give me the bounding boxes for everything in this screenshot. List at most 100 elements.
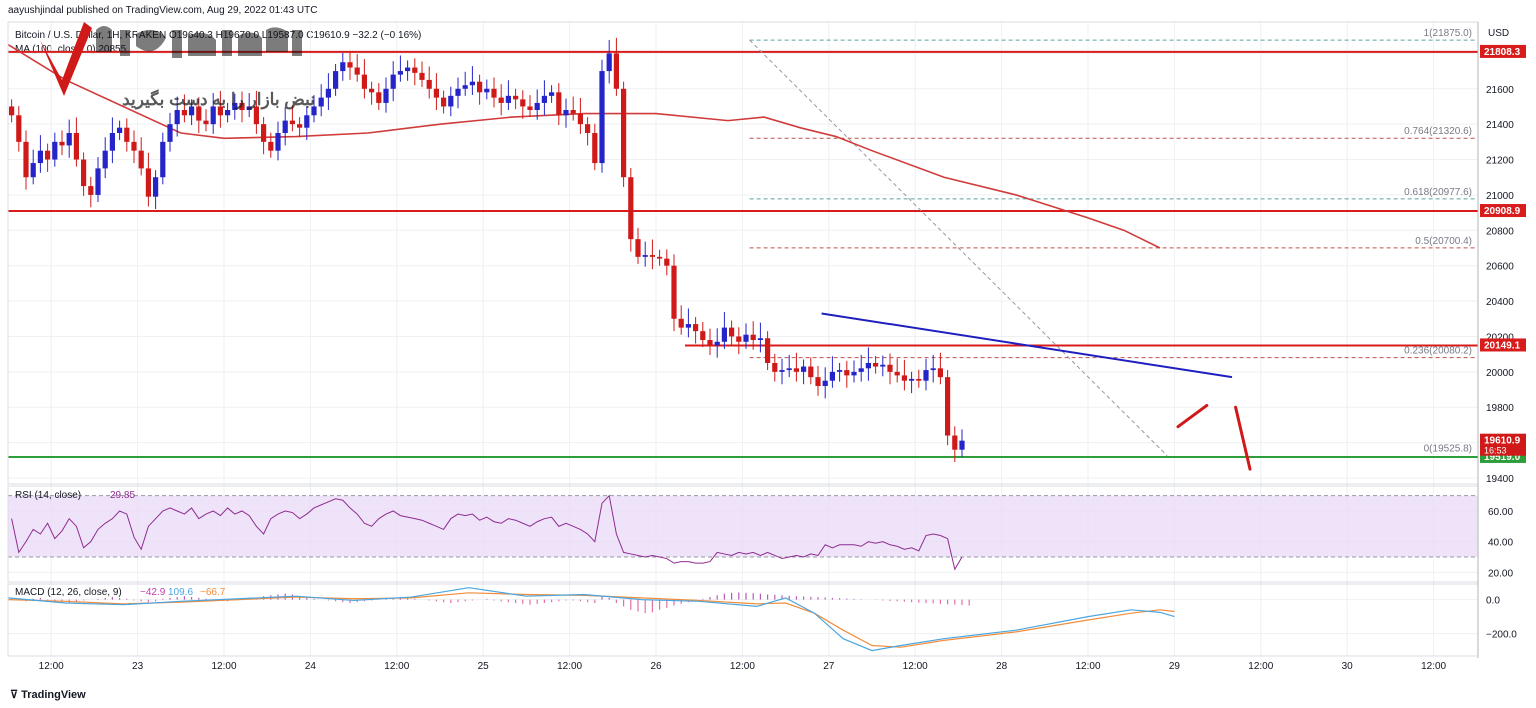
candle-body xyxy=(678,318,684,328)
tradingview-brand[interactable]: ⊽ TradingView xyxy=(10,688,86,701)
candle-body xyxy=(657,256,663,259)
logo-mark xyxy=(40,22,92,96)
candle-body xyxy=(59,141,65,146)
candle-body xyxy=(304,115,310,128)
candle-body xyxy=(527,106,533,110)
fib-label: 0.618(20977.6) xyxy=(1404,187,1472,198)
ma-line xyxy=(8,43,1161,249)
pane-frame xyxy=(7,21,1479,658)
price-tick-label: 21600 xyxy=(1486,85,1514,96)
macd-tick-label: 0.0 xyxy=(1486,596,1500,607)
candle-body xyxy=(484,88,490,93)
candle-body xyxy=(671,265,677,319)
candle-body xyxy=(325,88,331,98)
candle-body xyxy=(585,124,591,133)
candle-body xyxy=(822,380,828,386)
candle-body xyxy=(880,364,886,367)
price-tick-label: 20400 xyxy=(1486,297,1514,308)
candle-body xyxy=(160,141,166,178)
candle-body xyxy=(858,368,864,372)
candle-body xyxy=(837,370,843,372)
tradingview-icon: ⊽ xyxy=(10,689,22,701)
currency-label: USD xyxy=(1488,28,1509,39)
candle-body xyxy=(714,341,720,346)
candle-body xyxy=(520,99,526,107)
candle-body xyxy=(930,368,936,371)
candle-body xyxy=(541,95,547,103)
candle-body xyxy=(23,141,29,178)
candle-body xyxy=(412,67,418,73)
rsi-value: 29.85 xyxy=(110,490,135,501)
candle-body xyxy=(729,327,735,337)
candle-body xyxy=(721,327,727,342)
candle-body xyxy=(102,150,108,169)
candle-body xyxy=(318,97,324,107)
candle-body xyxy=(95,168,101,195)
candle-body xyxy=(549,92,555,96)
rsi-band-fill xyxy=(8,495,1478,557)
current-price-tag-text: 19610.9 xyxy=(1484,436,1521,447)
candle-body xyxy=(757,338,763,340)
candle-body xyxy=(765,338,771,363)
current-price-tag-bg xyxy=(1480,433,1526,456)
candle-body xyxy=(311,106,317,116)
candle-body xyxy=(225,110,231,116)
candle-body xyxy=(606,53,612,72)
candle-body xyxy=(772,363,778,372)
candle-body xyxy=(9,106,15,116)
candle-body xyxy=(909,378,915,381)
rsi-title: RSI (14, close) xyxy=(15,490,81,501)
candle-body xyxy=(952,435,958,450)
candle-body xyxy=(570,110,576,114)
candle-body xyxy=(865,363,871,369)
time-tick-label: 27 xyxy=(823,661,835,672)
candle-body xyxy=(419,72,425,80)
candle-body xyxy=(736,336,742,342)
logo-wordmark xyxy=(96,26,302,58)
candle-body xyxy=(217,106,223,116)
projection-stroke xyxy=(1234,405,1252,471)
candle-body xyxy=(455,88,461,96)
candle-body xyxy=(693,324,699,332)
time-axis[interactable]: 12:00 23 12:00 24 12:00 25 12:00 26 12:00 27 12:00… xyxy=(8,655,1478,672)
candle-body xyxy=(297,124,303,128)
level-tag-resistance-low-bg xyxy=(1480,338,1526,352)
watermark-text: نبض بازار را به دست بگیرید xyxy=(122,89,315,110)
candle-body xyxy=(45,150,51,160)
candle-body xyxy=(196,106,202,121)
projection-stroke xyxy=(1176,403,1209,429)
candle-body xyxy=(232,102,238,110)
level-tag-resistance-mid-text: 20908.9 xyxy=(1484,206,1521,217)
candle-body xyxy=(167,124,173,142)
candle-body xyxy=(937,368,943,378)
fib-label: 0.5(20700.4) xyxy=(1415,236,1472,247)
time-tick-label: 12:00 xyxy=(903,661,928,672)
candle-body xyxy=(873,363,879,367)
macd-signal-value: 109.6 xyxy=(168,587,193,598)
candle-body xyxy=(793,368,799,372)
trendline xyxy=(821,312,1233,379)
candle-body xyxy=(599,71,605,164)
publisher-line: aayushjindal published on TradingView.co… xyxy=(8,5,318,16)
level-tag-resistance-mid-bg xyxy=(1480,204,1526,218)
candle-body xyxy=(851,371,857,376)
candle-body xyxy=(577,113,583,125)
candle-body xyxy=(405,67,411,72)
candle-body xyxy=(117,127,123,133)
candle-body xyxy=(282,120,288,133)
level-tag-resistance-low-text: 20149.1 xyxy=(1484,340,1521,351)
candle-body xyxy=(844,370,850,376)
candle-body xyxy=(700,331,706,340)
logo-watermark: نبض بازار را به دست بگیرید xyxy=(40,22,315,110)
candle-body xyxy=(477,81,483,93)
candle-body xyxy=(491,88,497,98)
price-axis[interactable]: USD1940019600198002000020200204002060020… xyxy=(1486,28,1517,641)
fib-label: 0.236(20080.2) xyxy=(1404,346,1472,357)
time-tick-label: 12:00 xyxy=(39,661,64,672)
candle-body xyxy=(81,159,87,187)
candle-body xyxy=(779,370,785,372)
candle-body xyxy=(441,97,447,107)
time-tick-label: 12:00 xyxy=(1421,661,1446,672)
macd-value: −42.9 xyxy=(140,587,166,598)
